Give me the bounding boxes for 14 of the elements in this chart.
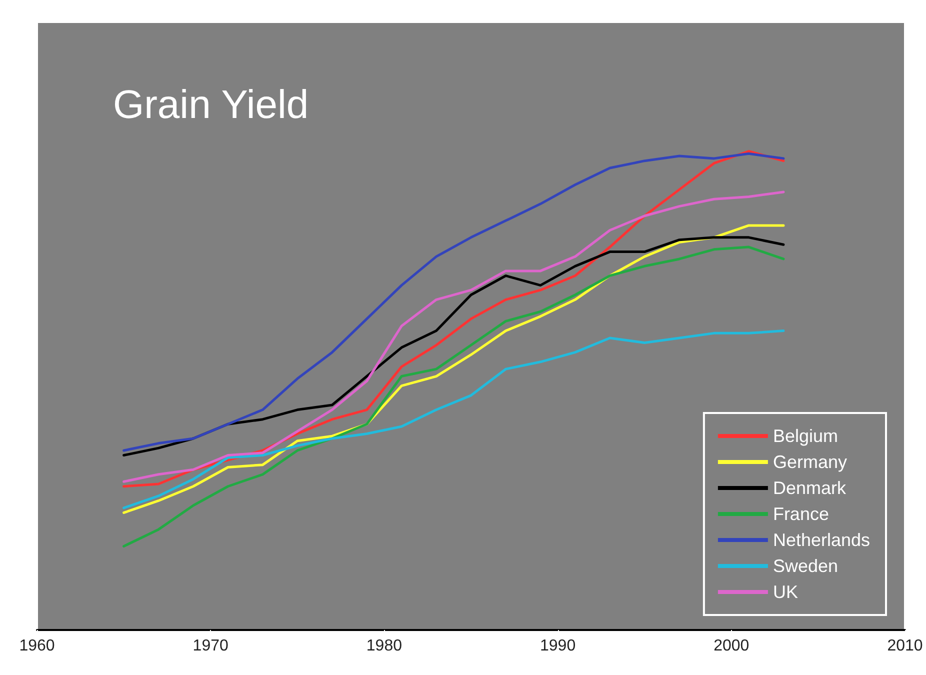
legend-label: France: [772, 504, 829, 524]
legend-label: Denmark: [772, 478, 847, 498]
legend-label: Belgium: [772, 426, 838, 446]
x-tick-label: 1970: [192, 638, 228, 654]
legend-label: Sweden: [772, 556, 838, 576]
legend-label: UK: [772, 582, 798, 602]
legend-label: Netherlands: [772, 530, 870, 550]
x-tick-label: 2010: [887, 638, 923, 654]
x-tick-label: 1980: [366, 638, 402, 654]
x-tick-label: 1960: [19, 638, 55, 654]
chart-title: Grain Yield: [113, 83, 309, 127]
x-tick-label: 2000: [714, 638, 750, 654]
x-tick-label: 1990: [540, 638, 576, 654]
legend-label: Germany: [772, 452, 847, 472]
